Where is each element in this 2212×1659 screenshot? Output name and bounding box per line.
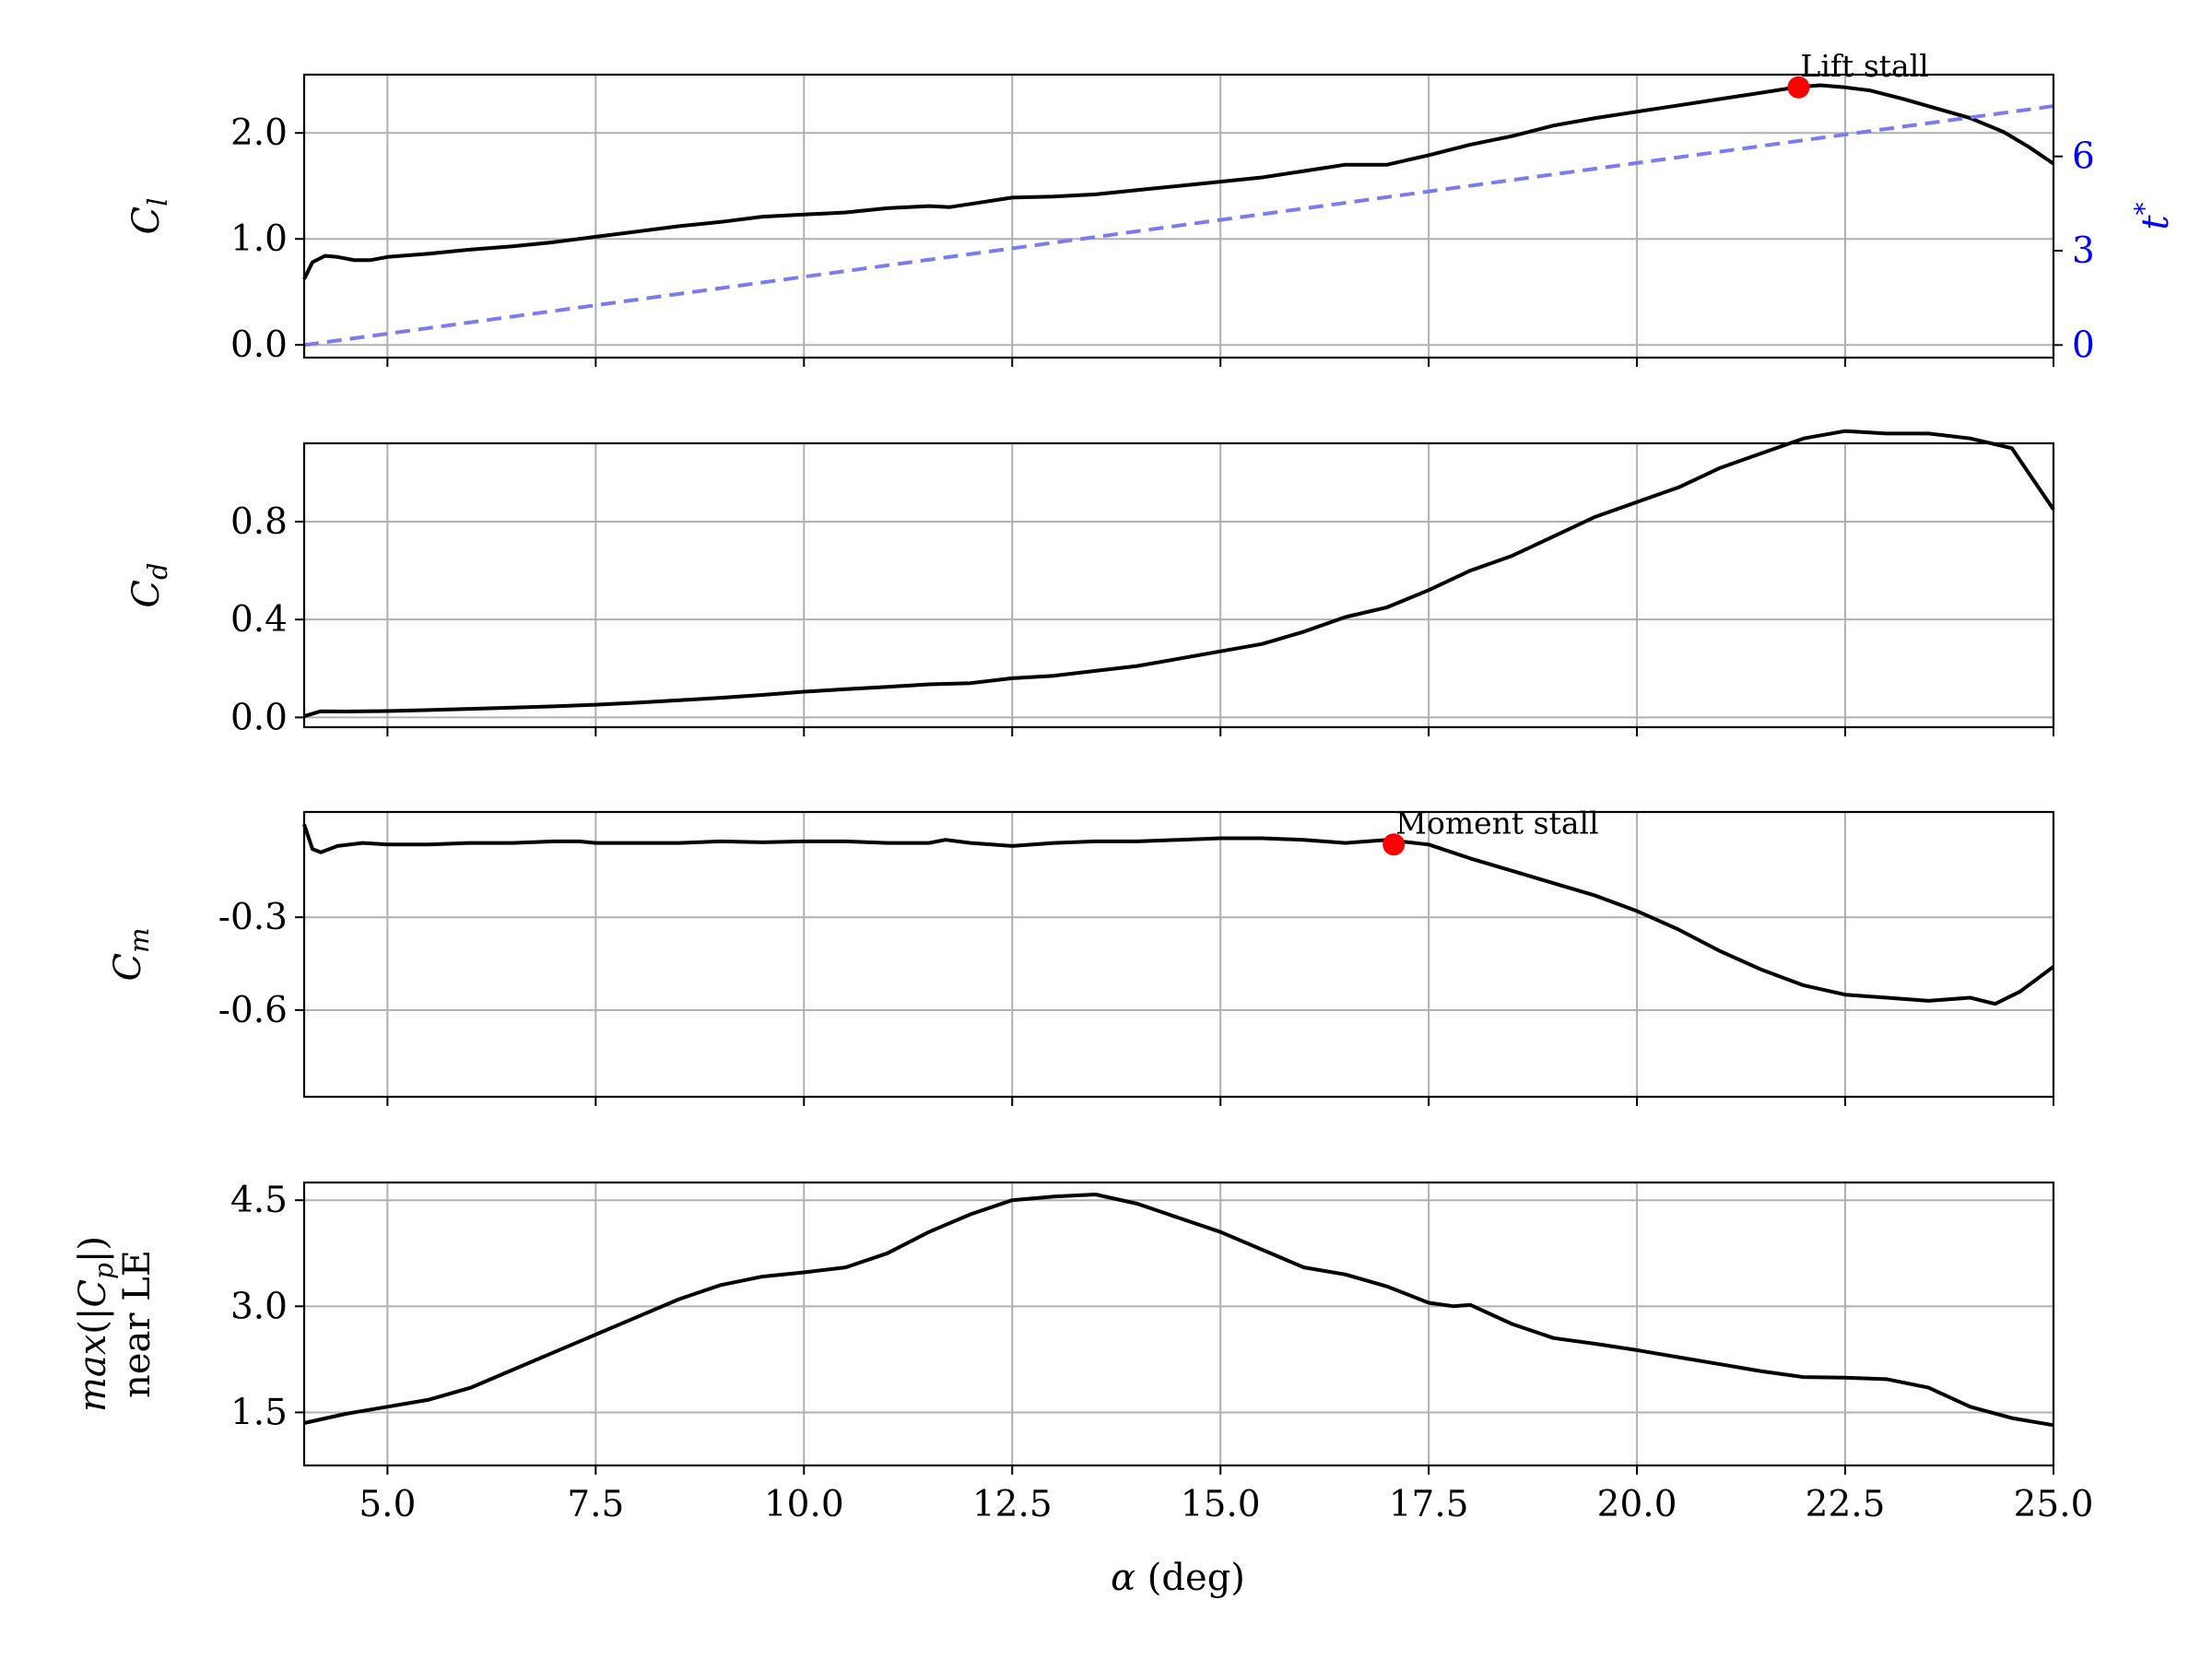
y-tick-label: 1.5	[230, 1392, 288, 1433]
y-tick-label: 2.0	[230, 112, 288, 154]
x-axis-title-unit: (deg)	[1135, 1557, 1245, 1599]
panel-cl: Lift stall 0.0 1.0 2.0 0 3 6 t* Cl	[125, 48, 2177, 367]
y-tick-label: 0.0	[230, 324, 288, 366]
y-axis-title-cp-line2: near LE	[116, 1250, 159, 1398]
x-tick-label: 25.0	[2014, 1484, 2094, 1525]
series-line-t-star	[303, 104, 2054, 347]
y-tick-label: 0.0	[230, 697, 288, 738]
axes-frame	[302, 1181, 2055, 1467]
panels: Lift stall 0.0 1.0 2.0 0 3 6 t* Cl 0.0 0.4 0.8 Cd Mom…	[72, 48, 2177, 1525]
series-line-cm	[302, 823, 2055, 1006]
y-tick-label: 3.0	[230, 1286, 288, 1327]
axes-frame	[302, 441, 2055, 729]
stall-marker	[1382, 833, 1406, 856]
y2-tick-label: 6	[2072, 136, 2095, 178]
axes-frame	[302, 73, 2055, 359]
stall-marker	[1787, 76, 1810, 99]
y-tick-label: 1.0	[230, 218, 288, 260]
panel-cp: 5.0 7.5 10.0 12.5 15.0 17.5 20.0 22.5 25.0 1.5 3.0…	[72, 1180, 2093, 1525]
x-tick-label: 12.5	[972, 1484, 1053, 1525]
y-tick-label: -0.6	[218, 990, 288, 1031]
panel-cd: 0.0 0.4 0.8 Cd	[125, 429, 2055, 738]
y-axis-title-cm: Cm	[107, 927, 155, 981]
y-axis-title-cp-line1: max(|Cp|)	[72, 1236, 119, 1412]
axes-frame	[302, 810, 2055, 1099]
x-tick-label: 20.0	[1597, 1484, 1677, 1525]
y2-tick-label: 3	[2072, 230, 2095, 272]
y-tick-label: 0.4	[230, 599, 288, 641]
y-tick-label: -0.3	[218, 897, 288, 938]
series-line-cd	[303, 429, 2055, 719]
y-tick-label: 4.5	[230, 1180, 288, 1221]
series-line-cp	[303, 1193, 2054, 1428]
x-tick-label: 15.0	[1181, 1484, 1261, 1525]
y-tick-label: 0.8	[230, 501, 288, 543]
x-axis-title: α (deg)	[1111, 1557, 1245, 1599]
y2-tick-label: 0	[2072, 324, 2095, 366]
x-tick-label: 10.0	[764, 1484, 844, 1525]
y-axis-title-cd: Cd	[125, 562, 173, 607]
stall-annotation: Moment stall	[1395, 805, 1598, 841]
x-tick-label: 5.0	[359, 1484, 416, 1525]
stall-annotation: Lift stall	[1800, 48, 1928, 84]
x-tick-label: 7.5	[567, 1484, 624, 1525]
x-tick-label: 22.5	[1806, 1484, 1886, 1525]
y2-axis-title: t*	[2129, 202, 2177, 229]
x-tick-label: 17.5	[1389, 1484, 1469, 1525]
y-axis-title-cl: Cl	[125, 198, 173, 235]
panel-cm: Moment stall -0.3 -0.6 Cm	[107, 805, 2055, 1106]
series-line-cl	[302, 83, 2055, 280]
